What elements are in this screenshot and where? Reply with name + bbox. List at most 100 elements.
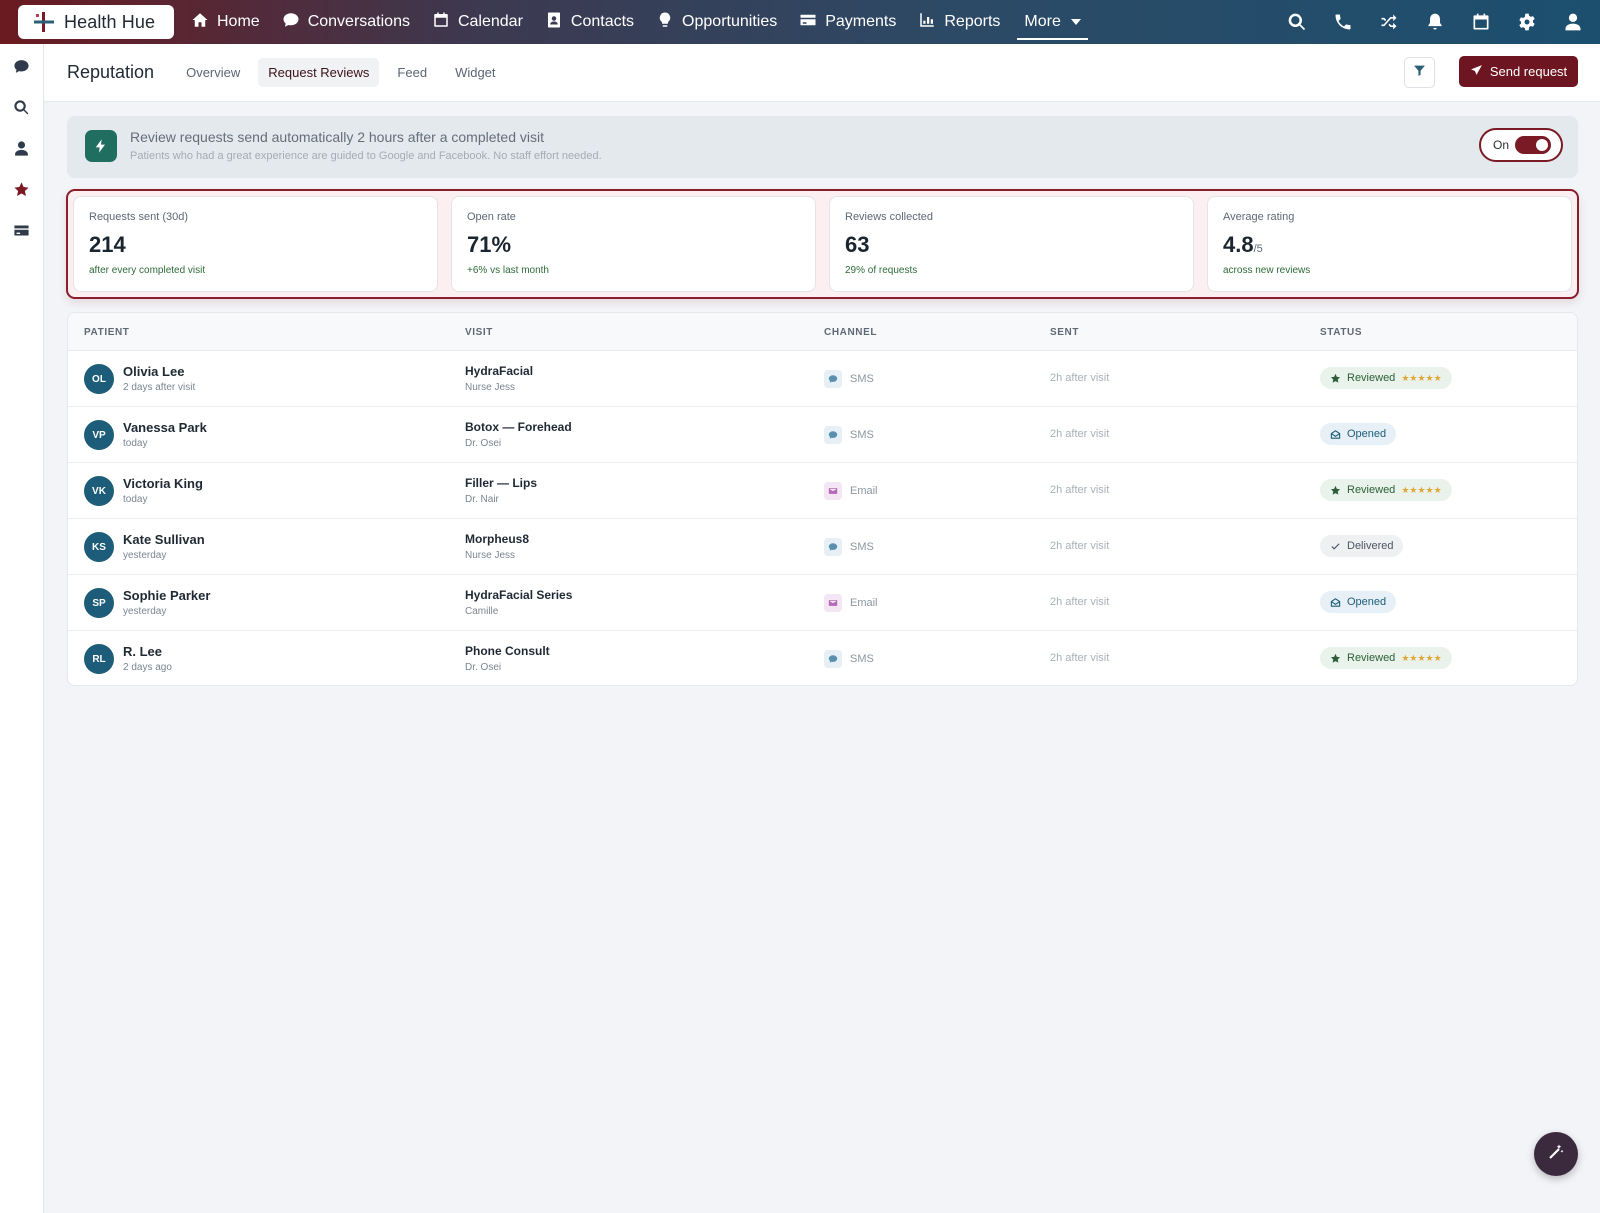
- contacts-icon: [545, 11, 563, 34]
- magic-wand-icon: [1547, 1143, 1565, 1166]
- tab-widget[interactable]: Widget: [455, 65, 496, 80]
- patient-timing: 2 days ago: [123, 662, 172, 673]
- patient-name[interactable]: Vanessa Park: [123, 420, 207, 435]
- status-label: Opened: [1347, 596, 1387, 608]
- table-row[interactable]: SP Sophie Parker yesterday HydraFacial Seri…: [68, 575, 1577, 631]
- user-icon[interactable]: [1562, 11, 1584, 33]
- avatar: OL: [84, 364, 114, 394]
- lightning-bolt-icon: [85, 130, 117, 162]
- visit-name: Filler — Lips: [465, 476, 538, 490]
- nav-item-more[interactable]: More: [1013, 0, 1091, 44]
- avatar: KS: [84, 532, 114, 562]
- status-label: Delivered: [1347, 540, 1394, 552]
- chat-icon: [824, 370, 842, 388]
- status-badge: Reviewed ★★★★★: [1320, 479, 1452, 501]
- chat-icon: [824, 538, 842, 556]
- kpi-value: 4.8/5: [1223, 232, 1263, 257]
- nav-item-conversations[interactable]: Conversations: [271, 0, 421, 44]
- table-row[interactable]: VK Victoria King today Filler — Lips Dr. Nai…: [68, 463, 1577, 519]
- envelope-icon: [824, 594, 842, 612]
- channel-cell: Email: [824, 482, 878, 500]
- check-icon: [1330, 541, 1341, 552]
- filter-button[interactable]: [1404, 57, 1435, 88]
- nav-item-contacts[interactable]: Contacts: [534, 0, 645, 44]
- magic-wand-button[interactable]: [1534, 1132, 1578, 1176]
- nav-item-opportunities[interactable]: Opportunities: [645, 0, 788, 44]
- gear-icon[interactable]: [1516, 11, 1538, 33]
- table-row[interactable]: OL Olivia Lee 2 days after visit HydraFacia…: [68, 351, 1577, 407]
- paper-plane-icon: [1470, 64, 1483, 80]
- nav-item-reports[interactable]: Reports: [907, 0, 1011, 44]
- home-icon: [191, 11, 209, 34]
- envelope-icon: [824, 482, 842, 500]
- patient-timing: 2 days after visit: [123, 382, 196, 393]
- chat-icon[interactable]: [12, 56, 32, 76]
- toggle-knob: [1536, 139, 1548, 151]
- star-icon: [1330, 653, 1341, 664]
- patient-name[interactable]: Victoria King: [123, 476, 203, 491]
- status-label: Opened: [1347, 428, 1387, 440]
- toggle-switch[interactable]: [1515, 136, 1551, 154]
- tab-overview[interactable]: Overview: [186, 65, 241, 80]
- send-request-button[interactable]: Send request: [1459, 56, 1578, 87]
- patient-name[interactable]: Kate Sullivan: [123, 532, 205, 547]
- nav-item-label: More: [1024, 13, 1061, 30]
- tab-feed[interactable]: Feed: [397, 65, 428, 80]
- bell-icon[interactable]: [1424, 11, 1446, 33]
- nav-item-label: Conversations: [307, 13, 410, 30]
- channel-cell: SMS: [824, 538, 874, 556]
- user-icon[interactable]: [12, 138, 32, 158]
- kpi-label: Average rating: [1223, 211, 1295, 223]
- chat-icon: [824, 426, 842, 444]
- nav-item-home[interactable]: Home: [180, 0, 271, 44]
- nav-item-label: Contacts: [570, 13, 635, 30]
- column-header-status[interactable]: STATUS: [1320, 327, 1363, 338]
- table-row[interactable]: KS Kate Sullivan yesterday Morpheus8 Nurse J…: [68, 519, 1577, 575]
- nav-item-label: Calendar: [457, 13, 523, 30]
- nav-item-calendar[interactable]: Calendar: [421, 0, 534, 44]
- kpi-value: 71%: [467, 232, 512, 257]
- page-title: Reputation: [67, 62, 155, 82]
- phone-icon[interactable]: [1332, 11, 1354, 33]
- tab-request-reviews[interactable]: Request Reviews: [258, 58, 380, 87]
- auto-send-toggle[interactable]: On: [1479, 128, 1563, 162]
- nav-item-payments[interactable]: Payments: [788, 0, 907, 44]
- send-request-label: Send request: [1489, 64, 1568, 79]
- status-badge: Delivered: [1320, 535, 1404, 557]
- calendar-icon[interactable]: [1470, 11, 1492, 33]
- column-header-patient[interactable]: PATIENT: [84, 327, 130, 338]
- shuffle-icon[interactable]: [1378, 11, 1400, 33]
- patient-name[interactable]: R. Lee: [123, 644, 163, 659]
- kpi-label: Reviews collected: [845, 211, 934, 223]
- brand-logo-button[interactable]: Health Hue: [18, 5, 174, 39]
- status-badge: Opened: [1320, 423, 1397, 445]
- visit-provider: Dr. Nair: [465, 494, 499, 505]
- kpi-note: +6% vs last month: [467, 265, 549, 276]
- chat-icon: [282, 11, 300, 34]
- column-header-sent[interactable]: SENT: [1050, 327, 1080, 338]
- star-icon[interactable]: [12, 179, 32, 199]
- kpi-note: after every completed visit: [89, 265, 206, 276]
- sent-timing: 2h after visit: [1050, 372, 1110, 384]
- top-navigation-bar: Health Hue Home Conversations Calendar C…: [0, 0, 1600, 44]
- column-header-visit[interactable]: VISIT: [465, 327, 494, 338]
- patient-name[interactable]: Sophie Parker: [123, 588, 211, 603]
- table-row[interactable]: VP Vanessa Park today Botox — Forehead Dr. O…: [68, 407, 1577, 463]
- visit-provider: Nurse Jess: [465, 382, 516, 393]
- credit-card-icon[interactable]: [12, 220, 32, 240]
- status-label: Reviewed: [1347, 652, 1396, 664]
- table-header: PATIENT VISIT CHANNEL SENT STATUS: [68, 313, 1577, 351]
- envelope-open-icon: [1330, 429, 1341, 440]
- visit-name: Phone Consult: [465, 644, 550, 658]
- kpi-cards: Requests sent (30d) 214 after every comp…: [66, 189, 1579, 299]
- patient-name[interactable]: Olivia Lee: [123, 364, 185, 379]
- channel-cell: Email: [824, 594, 878, 612]
- search-icon[interactable]: [12, 97, 32, 117]
- search-icon[interactable]: [1286, 11, 1308, 33]
- brand-name: Health Hue: [64, 11, 156, 32]
- table-row[interactable]: RL R. Lee 2 days ago Phone Consult Dr. Osei S…: [68, 631, 1577, 685]
- channel-cell: SMS: [824, 370, 874, 388]
- visit-name: Morpheus8: [465, 532, 530, 546]
- column-header-channel[interactable]: CHANNEL: [824, 327, 878, 338]
- status-label: Reviewed: [1347, 484, 1396, 496]
